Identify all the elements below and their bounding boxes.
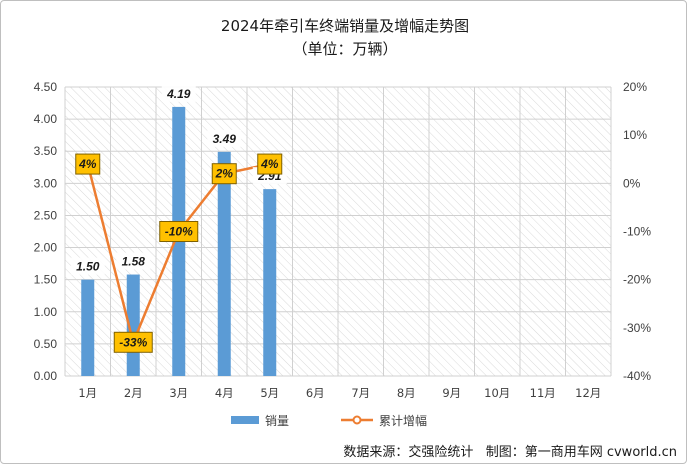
legend-swatch-sales [231, 416, 259, 424]
x-tick-label: 4月 [215, 386, 234, 400]
growth-value-label: -33% [119, 335, 147, 349]
y-left-tick-label: 4.00 [34, 112, 58, 126]
y-right-tick-label: 20% [623, 80, 647, 94]
growth-value-label: 4% [78, 157, 97, 171]
y-left-tick-label: 3.00 [34, 176, 58, 190]
y-left-tick-label: 4.50 [34, 80, 58, 94]
x-axis: 1月 2月 3月 4月 5月 6月 7月 8月 9月 10月 11月 12月 [78, 386, 601, 400]
growth-value-label: 2% [215, 167, 234, 181]
y-left-tick-label: 0.00 [34, 369, 58, 383]
growth-value-label: -10% [165, 225, 193, 239]
x-tick-label: 1月 [78, 386, 97, 400]
bar-value-label: 4.19 [166, 87, 191, 101]
y-right-tick-label: -40% [623, 369, 651, 383]
bar-label-bg [116, 252, 151, 270]
y-axis-right: -40% -30% -20% -10% 0% 10% 20% [623, 80, 651, 383]
bar [263, 189, 277, 376]
x-tick-label: 6月 [306, 386, 325, 400]
y-right-tick-label: 10% [623, 128, 647, 142]
bar-label-bg [207, 129, 242, 147]
x-tick-label: 5月 [260, 386, 279, 400]
y-left-tick-label: 2.50 [34, 208, 58, 222]
y-axis-left: 0.00 0.50 1.00 1.50 2.00 2.50 3.00 3.50 4.00 4.50 [34, 80, 58, 383]
bar-value-label: 3.49 [213, 132, 237, 146]
y-left-tick-label: 1.50 [34, 273, 58, 287]
bar [217, 151, 231, 376]
source-note: 数据来源：交强险统计 制图：第一商用车网 cvworld.cn [343, 444, 677, 460]
growth-label-box [75, 153, 101, 175]
y-left-tick-label: 3.50 [34, 144, 58, 158]
legend-label-growth: 累计增幅 [379, 413, 427, 428]
x-tick-label: 8月 [397, 386, 416, 400]
bar-label-bg [161, 84, 196, 102]
growth-label-box [211, 163, 237, 185]
growth-value-label: 4% [260, 157, 279, 171]
y-right-tick-label: 0% [623, 176, 641, 190]
legend: 销量 累计增幅 [231, 413, 427, 428]
chart-subtitle: （单位：万辆） [292, 40, 397, 58]
line-labels: 4% -33% -10% 2% 4% [75, 153, 283, 353]
legend-label-sales: 销量 [265, 414, 289, 428]
y-right-tick-label: -10% [623, 225, 651, 239]
x-tick-label: 11月 [530, 386, 556, 400]
x-tick-label: 3月 [169, 386, 188, 400]
growth-label-box [159, 221, 199, 242]
y-left-tick-label: 2.00 [34, 241, 58, 255]
y-right-tick-label: -20% [623, 273, 651, 287]
y-left-tick-label: 0.50 [34, 337, 58, 351]
growth-label-box [113, 331, 153, 353]
growth-label-box [257, 153, 283, 175]
chart-title: 2024年牵引车终端销量及增幅走势图 [221, 17, 469, 35]
x-tick-label: 10月 [484, 386, 510, 400]
x-tick-label: 2月 [124, 386, 143, 400]
legend-swatch-growth-marker [352, 415, 362, 425]
bar-label-bg [70, 257, 105, 275]
y-right-tick-label: -30% [623, 321, 651, 335]
x-tick-label: 12月 [575, 386, 601, 400]
x-tick-label: 7月 [351, 386, 370, 400]
bar [81, 279, 95, 376]
y-left-tick-label: 1.00 [34, 305, 58, 319]
gridlines [64, 86, 612, 377]
bar-value-label: 1.50 [76, 260, 100, 274]
x-tick-label: 9月 [442, 386, 461, 400]
bar-value-label: 1.58 [122, 255, 146, 269]
